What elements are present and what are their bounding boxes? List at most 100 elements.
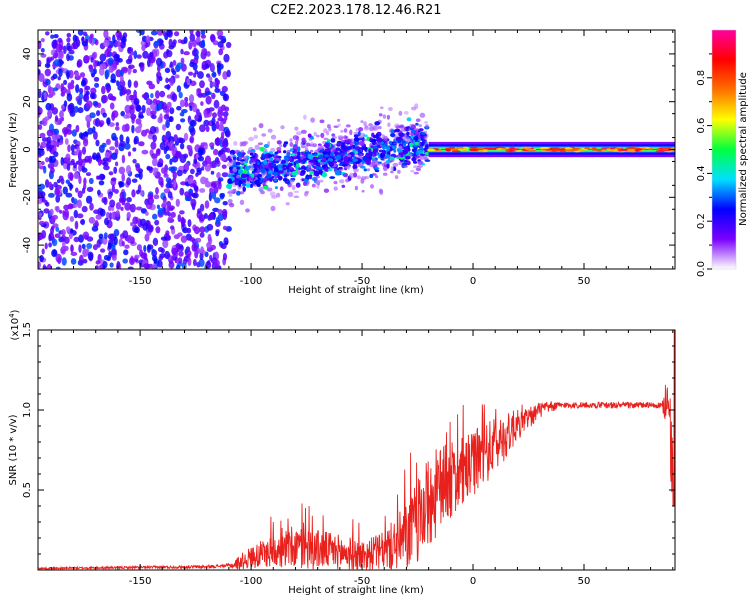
heatmap-cell (286, 166, 290, 169)
colorbar-tick-label: 0.8 (696, 70, 707, 86)
heatmap-cell (218, 49, 223, 56)
heatmap-cell (70, 216, 74, 222)
x-tick-label: 0 (470, 276, 476, 287)
heatmap-cell (211, 117, 215, 125)
heatmap-cell (119, 91, 122, 96)
heatmap-cell (46, 140, 51, 149)
heatmap-cell (305, 147, 308, 152)
heatmap-cell (223, 253, 227, 261)
heatmap-cell (190, 183, 197, 187)
heatmap-cell (95, 140, 99, 147)
heatmap-cell (173, 134, 178, 142)
colorbar-tick-label: 0.0 (696, 261, 707, 277)
heatmap-cell (280, 186, 284, 191)
heatmap-cell (227, 178, 232, 184)
heatmap-cell (102, 95, 108, 103)
heatmap-cell (420, 154, 425, 156)
heatmap-cell (80, 72, 85, 77)
heatmap-cell (483, 149, 488, 151)
heatmap-cell (109, 66, 114, 73)
heatmap-cell (131, 189, 135, 197)
heatmap-cell (200, 204, 204, 212)
heatmap-cell (385, 154, 390, 158)
heatmap-cell (204, 213, 208, 219)
heatmap-cell (227, 162, 233, 167)
heatmap-cell (275, 186, 278, 189)
heatmap-cell (292, 171, 298, 176)
heatmap-cell (209, 213, 214, 221)
heatmap-cell (176, 124, 181, 130)
heatmap-cell (261, 155, 265, 159)
heatmap-cell (218, 36, 224, 40)
heatmap-cell (102, 143, 107, 148)
heatmap-cell (257, 184, 261, 187)
heatmap-cell (137, 54, 142, 58)
heatmap-cell (68, 103, 74, 112)
heatmap-cell (417, 150, 422, 154)
heatmap-cell (211, 171, 215, 175)
heatmap-cell (179, 244, 183, 249)
heatmap-cell (152, 214, 157, 220)
heatmap-cell (59, 176, 64, 181)
heatmap-cell (625, 147, 635, 149)
heatmap-cell (276, 157, 280, 161)
heatmap-cell (66, 226, 71, 232)
heatmap-cell (56, 43, 63, 52)
heatmap-cell (271, 135, 276, 140)
heatmap-cell (75, 84, 79, 93)
heatmap-cell (190, 136, 195, 144)
heatmap-cell (184, 133, 188, 141)
heatmap-cell (250, 158, 256, 163)
heatmap-cell (559, 150, 566, 152)
heatmap-cell (342, 146, 348, 151)
heatmap-cell (102, 113, 107, 118)
colorbar-ticks: 0.00.20.40.60.8 (696, 54, 712, 277)
heatmap-cell (411, 124, 416, 129)
heatmap-cell (420, 113, 426, 118)
heatmap-cell (121, 173, 125, 182)
heatmap-cell (53, 151, 58, 157)
heatmap-cell (248, 137, 254, 141)
heatmap-cell (162, 102, 168, 110)
heatmap-cell (226, 42, 231, 48)
heatmap-cell (334, 181, 338, 184)
heatmap-cell (54, 34, 59, 38)
heatmap-cell (279, 144, 282, 147)
heatmap-cell (176, 106, 181, 111)
heatmap-cell (380, 106, 383, 109)
heatmap-cell (147, 244, 151, 253)
heatmap-cell (200, 101, 203, 106)
heatmap-cell (45, 157, 49, 162)
heatmap-cell (217, 67, 221, 74)
heatmap-cell (336, 155, 341, 160)
heatmap-cell (405, 156, 411, 160)
heatmap-cell (41, 141, 47, 148)
heatmap-cell (61, 105, 65, 110)
heatmap-cell (303, 115, 307, 120)
heatmap-cell (136, 118, 142, 124)
x-tick-label: -100 (240, 576, 263, 587)
heatmap-cell (106, 117, 111, 125)
heatmap-cell (153, 42, 158, 47)
heatmap-cell (39, 221, 45, 226)
heatmap-cell (237, 152, 243, 157)
heatmap-cell (110, 96, 116, 101)
heatmap-cell (203, 120, 209, 127)
heatmap-cell (185, 249, 189, 254)
heatmap-cell (145, 211, 149, 216)
heatmap-cell (193, 259, 197, 266)
heatmap-cell (301, 165, 306, 169)
heatmap-cell (404, 136, 407, 141)
heatmap-cell (66, 193, 73, 198)
heatmap-cell (338, 124, 341, 127)
heatmap-cell (276, 160, 279, 163)
x-tick-label: 50 (578, 276, 591, 287)
heatmap-cell (425, 159, 431, 162)
heatmap-cell (357, 175, 361, 179)
heatmap-cell (50, 35, 54, 39)
heatmap-cell (155, 90, 160, 99)
heatmap-cell (120, 40, 126, 48)
heatmap-cell (261, 133, 266, 136)
heatmap-cell (221, 132, 224, 139)
y-tick-label: -40 (22, 237, 33, 253)
